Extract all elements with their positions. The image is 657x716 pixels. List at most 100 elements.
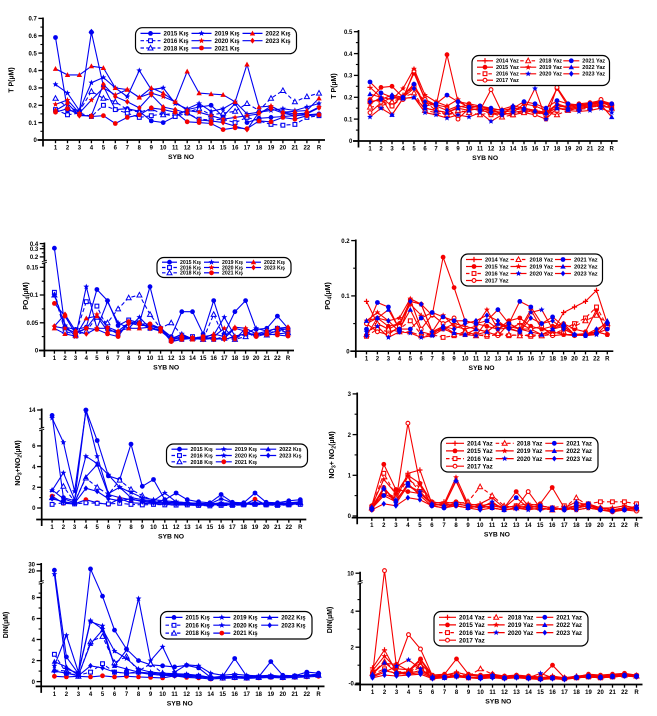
svg-text:17: 17 [561,523,568,529]
svg-text:2019 Kış: 2019 Kış [215,31,241,38]
svg-text:2: 2 [348,433,352,439]
svg-text:2: 2 [379,147,383,153]
svg-text:3: 3 [77,692,81,698]
svg-text:5: 5 [101,692,105,698]
svg-text:0.6: 0.6 [28,34,37,40]
svg-text:20: 20 [597,523,604,529]
svg-text:14: 14 [525,523,532,529]
svg-text:NO3​+ NO2​(µM): NO3​+ NO2​(µM) [329,431,338,478]
svg-text:SYB NO: SYB NO [168,154,194,161]
svg-text:7: 7 [116,356,120,362]
svg-text:12: 12 [484,357,491,363]
svg-text:8: 8 [32,596,36,602]
svg-text:22: 22 [274,356,281,362]
svg-text:7: 7 [125,692,129,698]
svg-text:6: 6 [430,523,434,529]
svg-text:0.3: 0.3 [30,247,39,253]
svg-text:2018 Kış: 2018 Kış [164,45,190,52]
svg-text:2020 Yaz: 2020 Yaz [508,630,534,637]
svg-text:11: 11 [489,690,496,696]
svg-text:13: 13 [495,357,502,363]
svg-text:2020 Kış: 2020 Kış [215,38,241,45]
svg-text:2018 Yaz: 2018 Yaz [508,615,534,622]
svg-text:0: 0 [32,506,36,512]
svg-text:15: 15 [521,147,528,153]
svg-text:0.1: 0.1 [30,293,39,299]
svg-text:11: 11 [162,525,169,531]
svg-text:2020 Kış: 2020 Kış [222,265,243,271]
svg-text:2: 2 [376,357,380,363]
svg-text:2021 Yaz: 2021 Yaz [566,441,592,448]
svg-text:2020 Kış: 2020 Kış [233,623,258,629]
svg-text:22: 22 [598,147,605,153]
svg-text:13: 13 [513,690,520,696]
svg-text:2015 Kış: 2015 Kış [186,616,211,622]
svg-text:12: 12 [183,692,190,698]
svg-text:2022 Kış: 2022 Kış [266,31,292,38]
svg-text:8: 8 [138,146,142,152]
svg-text:6: 6 [32,617,36,623]
svg-text:2023 Kış: 2023 Kış [264,265,285,271]
svg-text:8: 8 [445,147,449,153]
svg-text:10: 10 [150,525,157,531]
svg-text:0.3: 0.3 [344,74,353,80]
svg-text:17: 17 [561,690,568,696]
svg-text:10: 10 [159,692,166,698]
svg-text:17: 17 [244,146,251,152]
svg-text:2: 2 [351,645,355,651]
svg-text:2019 Kış: 2019 Kış [222,260,243,266]
svg-text:2021 Kış: 2021 Kış [222,271,243,277]
svg-text:2015 Kış: 2015 Kış [164,31,190,38]
svg-text:2015 Yaz: 2015 Yaz [459,622,485,629]
svg-text:1: 1 [50,525,54,531]
svg-text:2020 Kış: 2020 Kış [235,454,257,460]
svg-text:9: 9 [141,525,145,531]
svg-text:0.1: 0.1 [341,294,350,300]
svg-text:0.4: 0.4 [344,52,353,58]
svg-text:15: 15 [516,357,523,363]
svg-text:22: 22 [285,525,292,531]
svg-text:DIN(µM): DIN(µM) [327,607,334,634]
svg-text:2018 Kış: 2018 Kış [180,271,201,277]
svg-text:8: 8 [127,356,131,362]
svg-text:2021 Kış: 2021 Kış [235,460,257,466]
svg-text:4: 4 [90,146,94,152]
svg-text:DIN(µM): DIN(µM) [3,612,10,639]
svg-text:2015 Yaz: 2015 Yaz [496,65,519,71]
svg-text:21: 21 [263,356,270,362]
svg-text:0.2: 0.2 [30,255,39,261]
svg-text:22: 22 [303,692,310,698]
svg-text:2016 Kış: 2016 Kış [186,623,211,629]
svg-text:5: 5 [419,690,423,696]
svg-text:6: 6 [423,147,427,153]
svg-text:2014 Yaz: 2014 Yaz [459,615,485,622]
svg-text:10: 10 [477,690,484,696]
svg-text:15: 15 [219,692,226,698]
svg-text:2022 Kış: 2022 Kış [279,447,301,453]
svg-text:16: 16 [532,147,539,153]
svg-text:12: 12 [168,356,175,362]
svg-text:2022 Yaz: 2022 Yaz [574,265,598,271]
svg-text:0.15: 0.15 [27,266,39,272]
svg-text:16: 16 [549,523,556,529]
svg-text:2015 Yaz: 2015 Yaz [485,265,509,271]
svg-text:SYB NO: SYB NO [153,365,179,372]
svg-text:5: 5 [409,357,413,363]
svg-text:20: 20 [28,569,35,575]
svg-text:2020 Yaz: 2020 Yaz [530,272,554,278]
svg-text:17: 17 [229,525,236,531]
svg-text:SYB NO: SYB NO [468,365,494,372]
svg-text:12: 12 [184,146,191,152]
svg-text:2022 Yaz: 2022 Yaz [582,65,605,71]
svg-text:R: R [605,357,610,363]
svg-text:16: 16 [527,357,534,363]
svg-text:2017 Yaz: 2017 Yaz [459,637,485,644]
svg-text:2021 Yaz: 2021 Yaz [582,59,605,65]
svg-text:12: 12 [488,147,495,153]
svg-text:10: 10 [462,357,469,363]
svg-text:4: 4 [89,692,93,698]
svg-text:2018 Yaz: 2018 Yaz [539,59,562,65]
svg-text:20: 20 [571,357,578,363]
svg-text:10: 10 [147,356,154,362]
svg-text:20: 20 [263,525,270,531]
